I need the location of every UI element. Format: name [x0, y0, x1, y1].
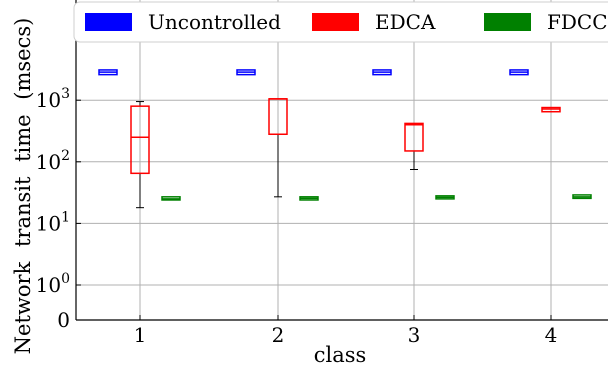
- box-edca-class-3: [404, 122, 424, 170]
- grid-lines: [76, 0, 608, 320]
- x-tick-label: 1: [134, 323, 147, 347]
- x-tick-label: 4: [545, 323, 558, 347]
- box-fdcc-class-3: [435, 195, 455, 200]
- legend-label: EDCA: [375, 10, 436, 34]
- box-body: [404, 122, 424, 152]
- legend-item-fdcc: FDCC: [484, 10, 608, 34]
- box-uncontrolled-class-2: [236, 69, 256, 76]
- y-tick-label: 101: [36, 209, 70, 235]
- y-tick-label: 100: [36, 271, 70, 297]
- box-plots: [98, 69, 592, 209]
- box-edca-class-4: [541, 106, 561, 113]
- legend-item-uncontrolled: Uncontrolled: [85, 10, 281, 34]
- box-fdcc-class-2: [299, 196, 319, 201]
- box-fdcc-class-1: [161, 196, 181, 201]
- box-uncontrolled-class-3: [372, 69, 392, 76]
- box-fdcc-class-4: [572, 194, 592, 200]
- legend-item-edca: EDCA: [312, 10, 436, 34]
- box-edca-class-1: [130, 101, 150, 209]
- x-tick-label: 3: [408, 323, 421, 347]
- box-edca-class-2: [268, 98, 288, 198]
- y-tick-label: 102: [36, 148, 70, 174]
- box-body: [130, 105, 150, 175]
- legend-label: FDCC: [547, 10, 608, 34]
- legend-swatch: [312, 13, 359, 31]
- x-axis-label: class: [314, 343, 367, 367]
- x-tick-labels: 1 2 3 4: [134, 323, 558, 347]
- box-uncontrolled-class-1: [98, 69, 118, 76]
- x-tick-label: 2: [272, 323, 285, 347]
- y-tick-label: 0: [57, 308, 70, 332]
- legend: Uncontrolled EDCA FDCC: [73, 1, 608, 43]
- legend-swatch: [85, 13, 132, 31]
- y-axis-label: Network transit time (msecs): [11, 18, 35, 355]
- legend-swatch: [484, 13, 531, 31]
- legend-label: Uncontrolled: [148, 10, 281, 34]
- y-tick-labels: 0 100 101 102 103: [36, 86, 70, 332]
- y-tick-label: 103: [36, 86, 70, 112]
- axes: [75, 0, 608, 321]
- box-uncontrolled-class-4: [509, 69, 529, 76]
